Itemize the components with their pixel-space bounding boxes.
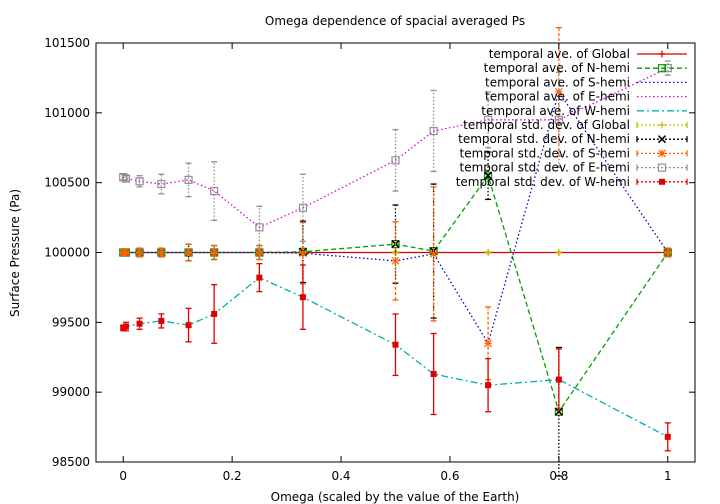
legend-entry: temporal ave. of Global: [489, 47, 687, 61]
data-point: [429, 126, 438, 136]
y-axis-label: Surface Pressure (Pa): [8, 189, 22, 317]
data-point: [554, 87, 563, 96]
x-tick-label: 0.2: [223, 469, 242, 483]
legend-label: temporal ave. of N-hemi: [484, 61, 630, 75]
data-point: [256, 274, 263, 281]
x-tick-label: 0.8: [549, 469, 568, 483]
data-point: [555, 249, 563, 256]
y-tick-label: 100000: [44, 246, 90, 260]
legend-label: temporal ave. of E-hemi: [485, 90, 630, 104]
data-point: [663, 248, 672, 257]
data-point: [664, 433, 671, 440]
legend-label: temporal std. dev. of S-hemi: [459, 146, 630, 160]
data-point: [119, 172, 128, 182]
legend-entry: temporal std. dev. of N-hemi: [458, 132, 688, 146]
x-tick-label: 0.4: [331, 469, 350, 483]
legend-entry: temporal std. dev. of Global: [463, 118, 688, 132]
data-point: [122, 323, 129, 330]
data-point: [184, 175, 193, 184]
data-point: [157, 248, 166, 257]
data-point: [483, 171, 493, 180]
data-point: [298, 203, 308, 212]
data-point: [392, 341, 399, 348]
y-tick-label: 100500: [44, 176, 90, 190]
data-point: [184, 248, 193, 257]
axes: 98500 99000 99500 100000 100500 101000 101500 0…: [44, 36, 695, 483]
legend-label: temporal std. dev. of W-hemi: [456, 175, 630, 189]
data-point: [299, 249, 307, 258]
data-point: [255, 223, 264, 232]
legend-entry: temporal ave. of S-hemi: [485, 75, 687, 89]
data-point: [210, 248, 219, 257]
x-axis-label: Omega (scaled by the value of the Earth): [271, 490, 520, 504]
series-temporal-std-dev-of-w-hemi: [120, 263, 671, 452]
data-point: [135, 248, 144, 257]
legend-label: temporal std. dev. of E-hemi: [460, 161, 630, 175]
series-temporal-std-dev-of-e-hemi: [119, 60, 672, 249]
legend-marker: [657, 163, 667, 172]
data-point: [158, 317, 165, 324]
data-point: [157, 179, 166, 189]
y-tick-label: 101000: [44, 106, 90, 120]
data-point: [121, 174, 131, 183]
data-point: [484, 249, 492, 256]
data-point: [391, 256, 400, 265]
data-point: [430, 371, 437, 378]
legend-label: temporal ave. of S-hemi: [485, 75, 630, 89]
data-point: [299, 294, 306, 301]
legend-entry: temporal ave. of E-hemi: [485, 90, 687, 104]
legend-entry: temporal ave. of W-hemi: [481, 104, 687, 118]
series-line: [122, 67, 669, 229]
data-point: [484, 171, 493, 180]
y-tick-label: 98500: [52, 455, 90, 469]
x-tick-label: 0: [119, 469, 127, 483]
data-point: [122, 248, 130, 257]
x-tick-label: 0.6: [440, 469, 459, 483]
data-point: [554, 407, 563, 416]
data-point: [483, 115, 493, 124]
data-point: [185, 322, 192, 329]
legend-marker: [659, 178, 665, 185]
legend-label: temporal std. dev. of N-hemi: [458, 132, 630, 146]
legend-entry: temporal ave. of N-hemi: [484, 61, 687, 75]
data-point: [554, 115, 563, 124]
legend-entry: temporal std. dev. of E-hemi: [460, 161, 688, 175]
plot-area: [119, 26, 672, 477]
legend-label: temporal ave. of Global: [489, 47, 630, 61]
legend-marker: [658, 149, 666, 158]
data-point: [136, 320, 143, 327]
series-temporal-ave-of-e-hemi: [122, 67, 669, 229]
data-point: [484, 339, 492, 348]
legend-marker: [658, 50, 666, 58]
data-point: [135, 177, 144, 186]
legend-marker: [658, 121, 666, 129]
y-tick-label: 101500: [44, 36, 90, 50]
data-point: [555, 376, 562, 383]
data-point: [429, 249, 438, 258]
legend-entry: temporal std. dev. of S-hemi: [459, 146, 688, 160]
data-point: [211, 310, 218, 317]
legend-label: temporal ave. of W-hemi: [481, 104, 630, 118]
chart-title: Omega dependence of spacial averaged Ps: [265, 14, 525, 28]
legend-marker: [657, 64, 667, 73]
data-point: [210, 186, 219, 196]
y-tick-label: 99500: [52, 315, 90, 329]
legend-marker: [657, 135, 667, 144]
data-point: [255, 248, 264, 257]
y-tick-label: 99000: [52, 385, 90, 399]
x-tick-label: 1: [664, 469, 672, 483]
legend-label: temporal std. dev. of Global: [463, 118, 630, 132]
data-point: [391, 156, 400, 165]
legend-entry: temporal std. dev. of W-hemi: [456, 175, 688, 189]
data-point: [485, 382, 492, 389]
